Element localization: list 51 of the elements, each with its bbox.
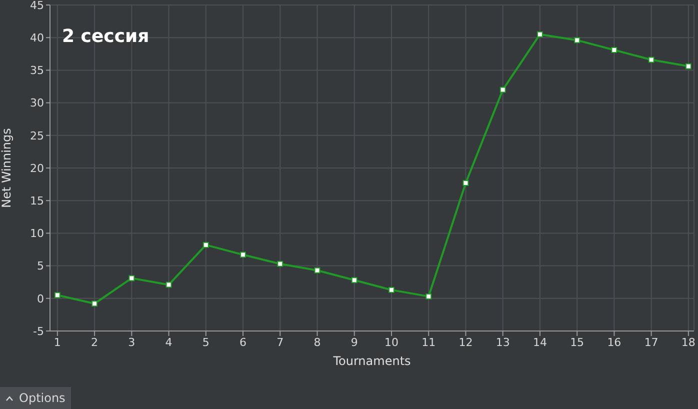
x-tick-label: 17: [644, 336, 658, 349]
x-tick-label: 10: [384, 336, 398, 349]
point: [240, 252, 246, 258]
y-tick-label: 45: [30, 0, 44, 12]
point: [388, 286, 394, 293]
x-tick-label: 6: [240, 336, 247, 349]
x-tick-label: 5: [202, 336, 210, 349]
x-tick-label: 14: [532, 336, 547, 349]
y-axis-title: Net Winnings: [0, 128, 14, 208]
x-tick-label: 12: [458, 336, 473, 349]
point: [500, 86, 506, 93]
point: [92, 300, 98, 307]
point: [351, 277, 358, 284]
x-tick-label: 2: [91, 336, 98, 349]
point: [426, 293, 432, 300]
y-tick-label: 25: [30, 129, 44, 142]
x-tick-label: 4: [165, 336, 172, 349]
x-tick-label: 1: [54, 336, 61, 349]
point: [685, 63, 692, 70]
point: [166, 282, 172, 288]
x-tick-label: 9: [350, 336, 358, 349]
point: [648, 56, 654, 63]
point: [611, 46, 618, 53]
y-tick-label: 5: [37, 260, 44, 273]
x-tick-label: 11: [422, 336, 436, 349]
point: [462, 180, 469, 186]
point: [54, 292, 60, 298]
x-axis-title: Tournaments: [332, 354, 411, 368]
x-tick-label: 15: [570, 336, 584, 349]
x-tick-label: 3: [128, 336, 136, 349]
x-tick-label: 8: [314, 336, 321, 349]
y-tick-label: 0: [37, 292, 44, 306]
y-tick-label: 20: [30, 162, 44, 175]
options-button: Options: [0, 387, 72, 409]
text: 2 сессия: [62, 26, 150, 47]
y-tick-label: 35: [30, 64, 44, 78]
x-tick-label: 16: [607, 336, 622, 349]
point: [202, 242, 209, 248]
point: [314, 267, 320, 274]
y-tick-label: 30: [30, 96, 44, 110]
point: [277, 260, 284, 267]
y-tick-label: 40: [30, 32, 44, 45]
y-tick-label: 15: [30, 194, 44, 208]
x-tick-label: 18: [681, 336, 696, 349]
y-tick-label: 10: [30, 227, 44, 240]
y-tick-label: -5: [33, 324, 44, 338]
point: [574, 37, 580, 44]
x-tick-label: 13: [496, 336, 510, 349]
point: [536, 31, 543, 38]
point: [128, 275, 135, 282]
x-tick-label: 7: [276, 336, 284, 349]
